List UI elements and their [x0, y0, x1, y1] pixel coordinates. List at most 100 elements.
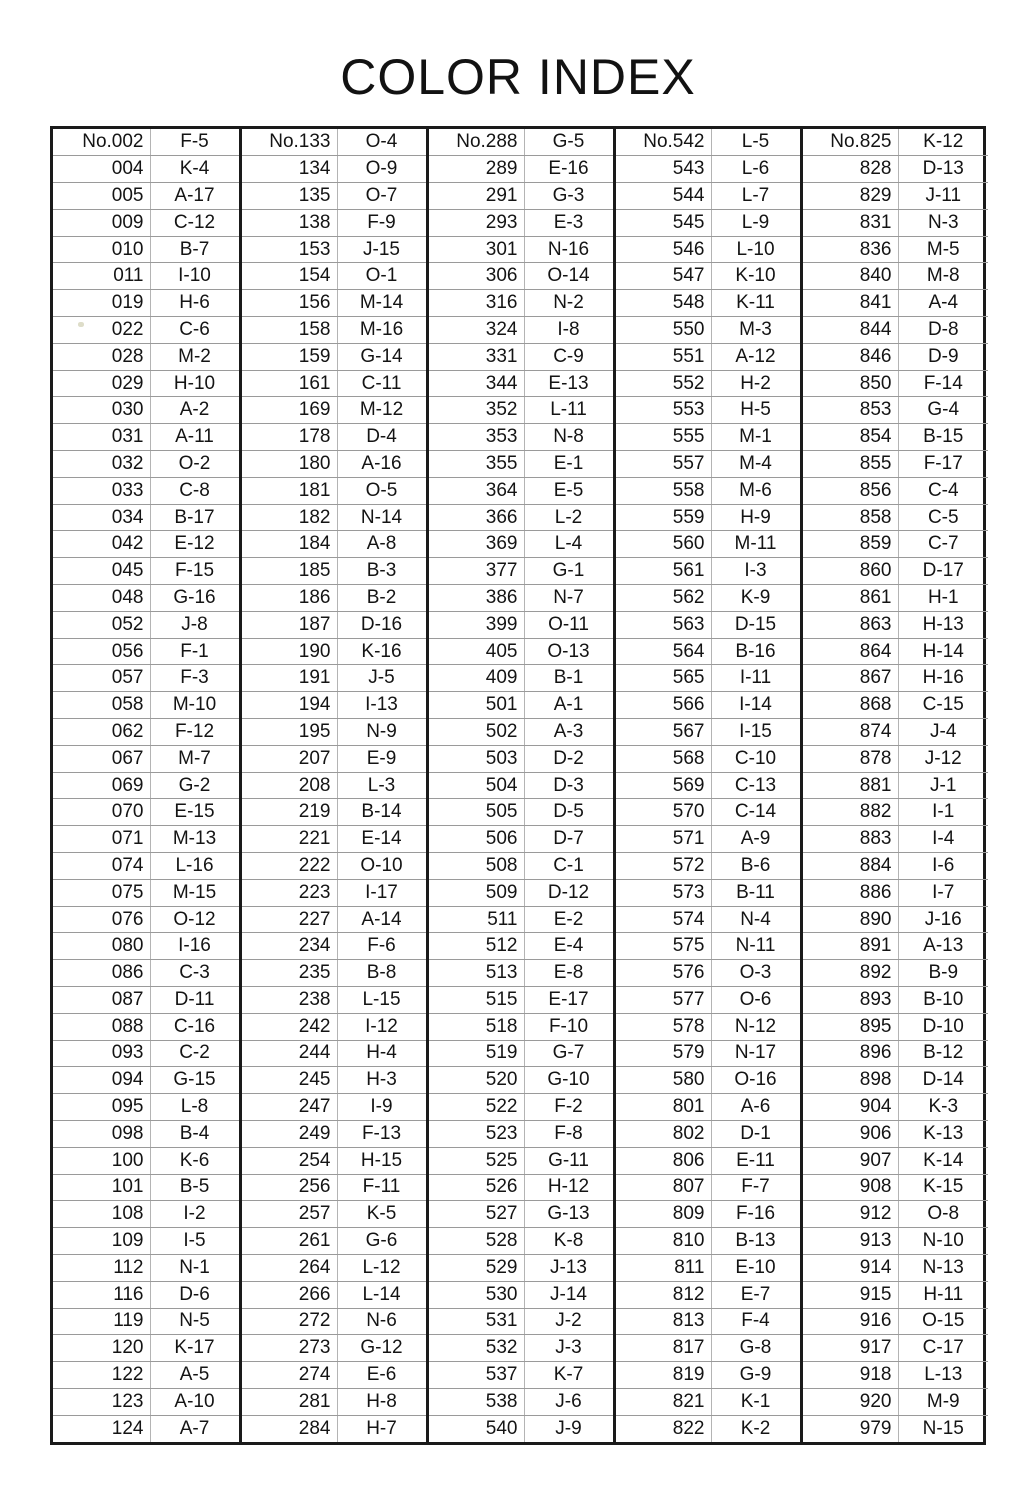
cell-number: 523: [427, 1120, 525, 1148]
cell-code: J-16: [898, 906, 988, 934]
table-row: 120 K-17 273 G-12 532 J-3 817 G-8 917 C-17: [53, 1334, 988, 1363]
cell-code: G-13: [524, 1200, 616, 1229]
cell-number: 553: [614, 396, 712, 425]
cell-number: 515: [427, 986, 525, 1014]
cell-code: B-12: [898, 1040, 988, 1068]
cell-number: 180: [240, 450, 338, 478]
cell-number: 822: [614, 1415, 712, 1443]
cell-code: M-2: [150, 343, 242, 371]
cell-number: 291: [427, 182, 525, 210]
cell-number: 844: [801, 316, 899, 344]
cell-code: D-8: [898, 316, 988, 344]
cell-code: H-11: [898, 1281, 988, 1309]
cell-number: 100: [53, 1147, 151, 1175]
cell-code: L-9: [711, 209, 803, 237]
cell-number: 169: [240, 396, 338, 425]
cell-code: I-6: [898, 852, 988, 880]
cell-code: E-1: [524, 450, 616, 478]
cell-code: J-11: [898, 182, 988, 210]
cell-number: 890: [801, 906, 899, 934]
cell-number: 138: [240, 209, 338, 237]
cell-code: F-9: [337, 209, 429, 237]
cell-number: 158: [240, 316, 338, 344]
cell-number: 811: [614, 1254, 712, 1282]
cell-code: K-12: [898, 129, 988, 157]
cell-code: O-6: [711, 986, 803, 1014]
cell-number: No.133: [240, 129, 338, 157]
cell-number: 836: [801, 236, 899, 264]
cell-code: E-7: [711, 1281, 803, 1309]
table-row: 069 G-2 208 L-3 504 D-3 569 C-13 881 J-1: [53, 772, 988, 800]
cell-code: N-14: [337, 504, 429, 532]
cell-code: E-3: [524, 209, 616, 237]
cell-number: 352: [427, 396, 525, 425]
cell-number: 548: [614, 289, 712, 318]
cell-number: 187: [240, 611, 338, 639]
cell-number: 579: [614, 1040, 712, 1068]
cell-number: 527: [427, 1200, 525, 1229]
cell-number: 112: [53, 1254, 151, 1282]
cell-code: M-15: [150, 879, 242, 907]
cell-number: 828: [801, 155, 899, 184]
cell-code: N-8: [524, 423, 616, 452]
cell-number: 509: [427, 879, 525, 907]
cell-code: G-9: [711, 1361, 803, 1389]
cell-code: F-3: [150, 664, 242, 693]
cell-number: 087: [53, 986, 151, 1014]
cell-number: 238: [240, 986, 338, 1014]
cell-number: 831: [801, 209, 899, 237]
cell-number: 810: [614, 1227, 712, 1255]
cell-number: 070: [53, 798, 151, 827]
table-row: 124 A-7 284 H-7 540 J-9 822 K-2 979 N-15: [53, 1415, 988, 1443]
cell-number: 898: [801, 1066, 899, 1095]
cell-code: I-10: [150, 262, 242, 291]
cell-number: 529: [427, 1254, 525, 1282]
cell-number: 503: [427, 745, 525, 773]
cell-number: 551: [614, 343, 712, 371]
index-table-body: No.002 F-5 No.133 O-4 No.288 G-5 No.542 L-5 No.8…: [53, 129, 988, 1443]
cell-number: 502: [427, 718, 525, 746]
cell-code: K-1: [711, 1388, 803, 1416]
cell-code: M-7: [150, 745, 242, 773]
table-row: 045 F-15 185 B-3 377 G-1 561 I-3 860 D-17: [53, 557, 988, 586]
cell-code: M-11: [711, 530, 803, 559]
cell-code: J-14: [524, 1281, 616, 1309]
cell-number: 123: [53, 1388, 151, 1416]
cell-number: 544: [614, 182, 712, 210]
cell-code: L-6: [711, 155, 803, 184]
cell-number: 841: [801, 289, 899, 318]
cell-code: L-16: [150, 852, 242, 880]
cell-code: K-15: [898, 1174, 988, 1202]
cell-code: F-11: [337, 1174, 429, 1202]
cell-code: B-1: [524, 664, 616, 693]
cell-code: F-1: [150, 638, 242, 666]
cell-number: 119: [53, 1308, 151, 1336]
cell-code: E-13: [524, 370, 616, 398]
cell-code: A-3: [524, 718, 616, 746]
cell-number: 045: [53, 557, 151, 586]
cell-code: H-6: [150, 289, 242, 318]
cell-number: 545: [614, 209, 712, 237]
cell-code: B-17: [150, 504, 242, 532]
cell-number: 570: [614, 798, 712, 827]
cell-code: C-6: [150, 316, 242, 344]
cell-code: M-6: [711, 477, 803, 505]
cell-number: 918: [801, 1361, 899, 1389]
table-row: 122 A-5 274 E-6 537 K-7 819 G-9 918 L-13: [53, 1361, 988, 1389]
cell-code: B-9: [898, 959, 988, 987]
cell-code: B-15: [898, 423, 988, 452]
cell-number: 884: [801, 852, 899, 880]
cell-number: No.288: [427, 129, 525, 157]
table-row: 112 N-1 264 L-12 529 J-13 811 E-10 914 N-13: [53, 1254, 988, 1282]
cell-code: D-10: [898, 1013, 988, 1041]
cell-code: G-1: [524, 557, 616, 586]
cell-number: 566: [614, 691, 712, 720]
cell-number: 532: [427, 1334, 525, 1363]
cell-number: 908: [801, 1174, 899, 1202]
cell-code: D-14: [898, 1066, 988, 1095]
cell-number: 075: [53, 879, 151, 907]
cell-number: 022: [53, 316, 151, 344]
cell-code: J-4: [898, 718, 988, 746]
cell-code: C-11: [337, 370, 429, 398]
cell-number: 289: [427, 155, 525, 184]
